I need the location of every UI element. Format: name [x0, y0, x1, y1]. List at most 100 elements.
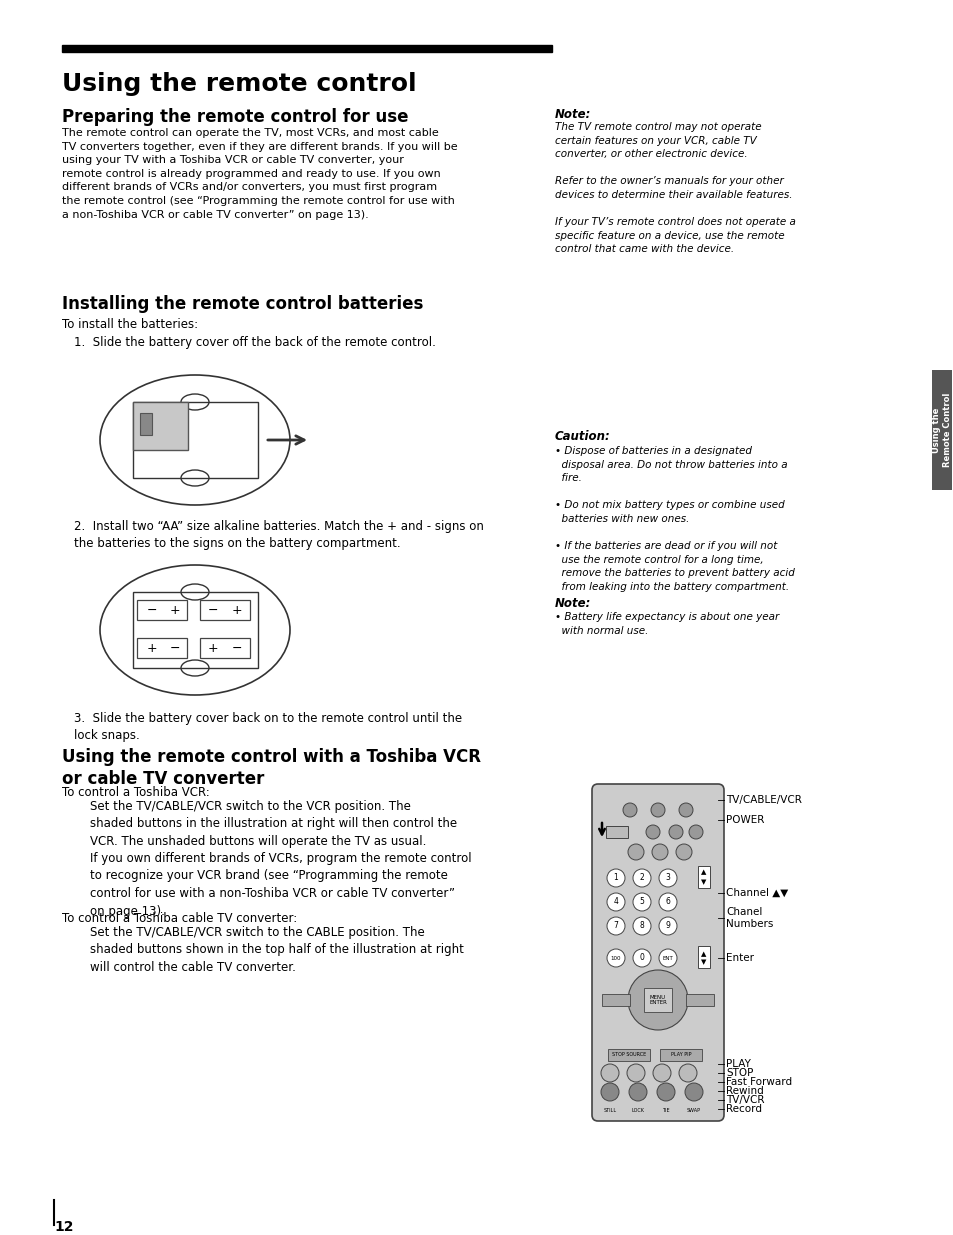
Text: 2.  Install two “AA” size alkaline batteries. Match the + and - signs on
the bat: 2. Install two “AA” size alkaline batter… — [74, 520, 483, 551]
Circle shape — [679, 1065, 697, 1082]
Circle shape — [627, 844, 643, 860]
Text: Enter: Enter — [725, 953, 753, 963]
Bar — [200, 638, 250, 658]
Text: 3.  Slide the battery cover back on to the remote control until the
lock snaps.: 3. Slide the battery cover back on to th… — [74, 713, 461, 742]
Text: Using the remote control: Using the remote control — [62, 72, 416, 96]
Circle shape — [679, 803, 692, 818]
Circle shape — [600, 1083, 618, 1100]
Text: Chanel
Numbers: Chanel Numbers — [725, 908, 773, 929]
Circle shape — [652, 1065, 670, 1082]
Text: 1: 1 — [613, 873, 618, 883]
Text: TIE: TIE — [661, 1108, 669, 1113]
Circle shape — [651, 844, 667, 860]
Text: +: + — [147, 641, 157, 655]
Text: PLAY: PLAY — [725, 1058, 750, 1070]
Circle shape — [633, 869, 650, 887]
Text: −: − — [147, 604, 157, 616]
Circle shape — [659, 893, 677, 911]
Circle shape — [606, 948, 624, 967]
Circle shape — [633, 918, 650, 935]
Text: Using the
Remote Control: Using the Remote Control — [931, 393, 951, 467]
Text: Fast Forward: Fast Forward — [725, 1077, 791, 1087]
Text: Note:: Note: — [555, 107, 591, 121]
Text: STOP: STOP — [725, 1068, 753, 1078]
Text: ENT: ENT — [662, 956, 673, 961]
Circle shape — [659, 918, 677, 935]
Text: • Dispose of batteries in a designated
  disposal area. Do not throw batteries i: • Dispose of batteries in a designated d… — [555, 446, 794, 592]
Text: ▼: ▼ — [700, 879, 706, 885]
Text: 12: 12 — [54, 1220, 73, 1234]
Bar — [643, 988, 671, 1011]
Text: Note:: Note: — [555, 597, 591, 610]
Text: To install the batteries:: To install the batteries: — [62, 317, 198, 331]
Text: SWAP: SWAP — [686, 1108, 700, 1113]
Text: 7: 7 — [613, 921, 618, 930]
Text: Using the remote control with a Toshiba VCR
or cable TV converter: Using the remote control with a Toshiba … — [62, 748, 480, 788]
Bar — [200, 600, 250, 620]
Bar — [931, 370, 951, 490]
Circle shape — [606, 869, 624, 887]
Circle shape — [627, 969, 687, 1030]
Text: 1.  Slide the battery cover off the back of the remote control.: 1. Slide the battery cover off the back … — [74, 336, 436, 350]
Bar — [659, 1049, 701, 1061]
Text: 5: 5 — [639, 898, 644, 906]
Text: To control a Toshiba VCR:: To control a Toshiba VCR: — [62, 785, 210, 799]
Text: PLAY PIP: PLAY PIP — [670, 1052, 691, 1057]
Bar — [62, 44, 552, 52]
Bar — [698, 866, 709, 888]
Text: +: + — [170, 604, 180, 616]
Text: STOP SOURCE: STOP SOURCE — [611, 1052, 645, 1057]
FancyBboxPatch shape — [592, 784, 723, 1121]
Circle shape — [659, 869, 677, 887]
Text: 8: 8 — [639, 921, 643, 930]
Text: MENU
ENTER: MENU ENTER — [648, 994, 666, 1005]
Text: TV/CABLE/VCR: TV/CABLE/VCR — [725, 795, 801, 805]
Text: TV/VCR: TV/VCR — [725, 1095, 763, 1105]
Text: ▲: ▲ — [700, 951, 706, 957]
Text: −: − — [170, 641, 180, 655]
Circle shape — [657, 1083, 675, 1100]
Bar — [607, 1049, 649, 1061]
Circle shape — [684, 1083, 702, 1100]
Circle shape — [622, 803, 637, 818]
Circle shape — [606, 918, 624, 935]
Text: Rewind: Rewind — [725, 1086, 763, 1095]
Circle shape — [650, 803, 664, 818]
Bar — [132, 592, 257, 668]
Text: LOCK: LOCK — [631, 1108, 644, 1113]
Text: 9: 9 — [665, 921, 670, 930]
Bar — [140, 412, 152, 435]
Bar — [685, 994, 713, 1007]
Text: • Battery life expectancy is about one year
  with normal use.: • Battery life expectancy is about one y… — [555, 613, 779, 636]
Text: +: + — [232, 604, 242, 616]
Text: −: − — [232, 641, 242, 655]
Text: 100: 100 — [610, 956, 620, 961]
Circle shape — [633, 948, 650, 967]
Text: ▲: ▲ — [700, 869, 706, 876]
Circle shape — [676, 844, 691, 860]
Circle shape — [688, 825, 702, 839]
Circle shape — [645, 825, 659, 839]
Circle shape — [626, 1065, 644, 1082]
Text: Set the TV/CABLE/VCR switch to the CABLE position. The
shaded buttons shown in t: Set the TV/CABLE/VCR switch to the CABLE… — [90, 926, 463, 974]
Bar — [132, 403, 188, 450]
Text: −: − — [208, 604, 218, 616]
Circle shape — [600, 1065, 618, 1082]
Circle shape — [633, 893, 650, 911]
Text: The TV remote control may not operate
certain features on your VCR, cable TV
con: The TV remote control may not operate ce… — [555, 122, 795, 254]
Text: 0: 0 — [639, 953, 644, 962]
Text: The remote control can operate the TV, most VCRs, and most cable
TV converters t: The remote control can operate the TV, m… — [62, 128, 457, 220]
Text: STILL: STILL — [603, 1108, 616, 1113]
Circle shape — [668, 825, 682, 839]
Text: 3: 3 — [665, 873, 670, 883]
Text: 6: 6 — [665, 898, 670, 906]
Text: ▼: ▼ — [700, 960, 706, 965]
Text: Caution:: Caution: — [555, 430, 610, 443]
Text: 2: 2 — [639, 873, 643, 883]
Text: To control a Toshiba cable TV converter:: To control a Toshiba cable TV converter: — [62, 911, 297, 925]
Text: Preparing the remote control for use: Preparing the remote control for use — [62, 107, 408, 126]
Bar — [601, 994, 629, 1007]
Text: Record: Record — [725, 1104, 761, 1114]
Circle shape — [628, 1083, 646, 1100]
Bar — [137, 600, 187, 620]
